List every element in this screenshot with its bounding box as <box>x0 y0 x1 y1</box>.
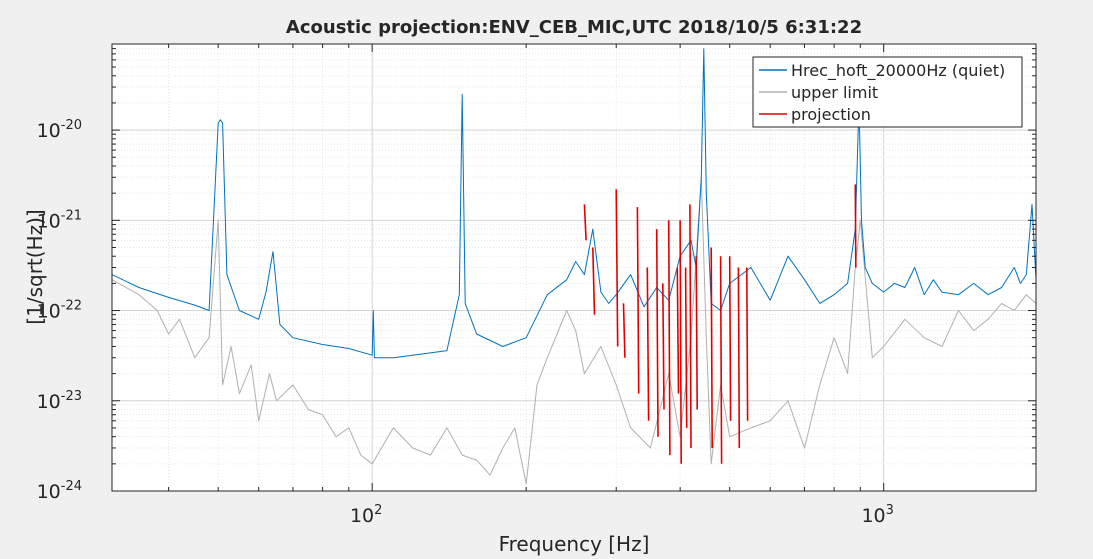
x-axis-label: Frequency [Hz] <box>499 532 650 556</box>
legend-box <box>752 56 1023 128</box>
y-tick-label: 10-24 <box>37 479 82 503</box>
y-tick-label: 10-23 <box>37 389 82 413</box>
legend: Hrec_hoft_20000Hz (quiet) upper limit pr… <box>752 56 1023 128</box>
x-tick-label: 102 <box>350 503 382 527</box>
series-line-hrec <box>112 48 1036 359</box>
y-tick-label: 10-21 <box>37 208 82 232</box>
y-tick-label: 10-20 <box>37 118 82 142</box>
series-line-upper-limit <box>112 176 1036 485</box>
series-line-projection <box>583 184 857 464</box>
plot-lines <box>112 48 1036 485</box>
x-tick-label: 103 <box>861 503 893 527</box>
grid <box>112 43 1036 492</box>
y-axis-label: [1/sqrt(Hz)] <box>23 209 47 324</box>
legend-label-projection: projection <box>791 105 871 124</box>
chart-title: Acoustic projection:ENV_CEB_MIC,UTC 2018… <box>286 17 862 38</box>
ticks: 102 103 10-24 10-23 10-22 10-21 10-20 <box>37 43 1036 527</box>
legend-label-upper-limit: upper limit <box>791 83 878 102</box>
legend-label-hrec: Hrec_hoft_20000Hz (quiet) <box>791 61 1005 81</box>
y-tick-label: 10-22 <box>37 299 82 323</box>
